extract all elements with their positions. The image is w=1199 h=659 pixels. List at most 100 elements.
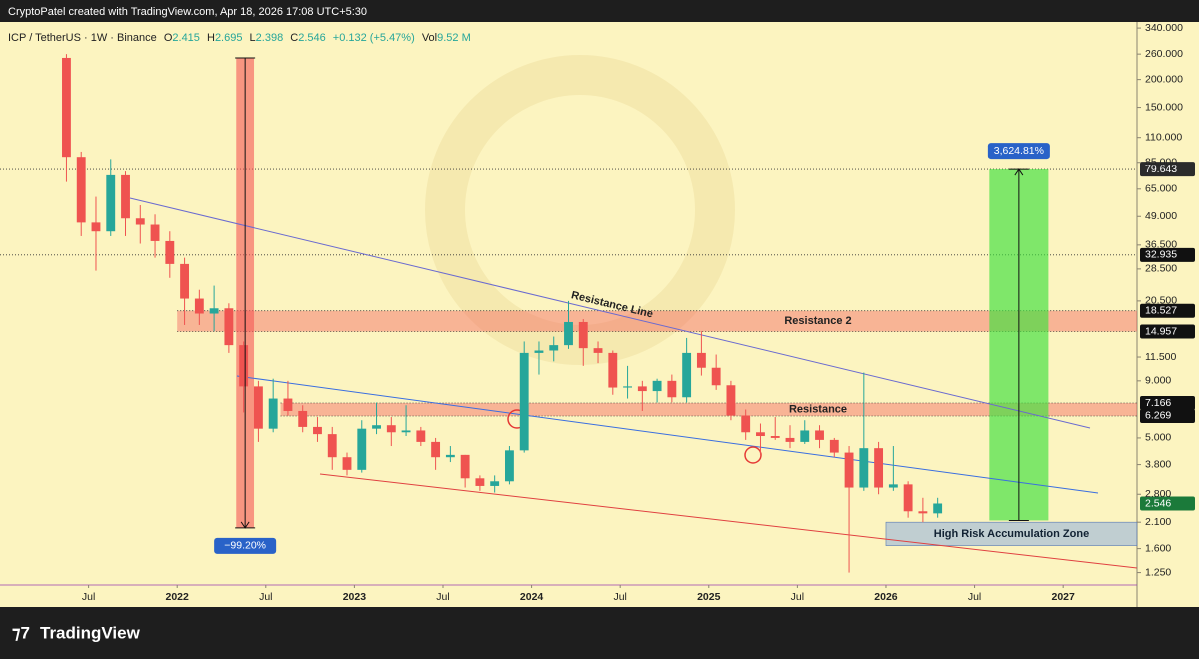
candle-body — [859, 448, 869, 488]
candle-body — [874, 448, 884, 488]
price-tag — [1140, 408, 1195, 423]
zone-label: High Risk Accumulation Zone — [934, 528, 1089, 540]
y-tick-label: 28.500 — [1145, 263, 1177, 275]
y-tick-label: 9.000 — [1145, 375, 1171, 387]
logo: TradingView — [40, 623, 141, 642]
measure-label-box — [214, 537, 277, 554]
zone — [280, 402, 1137, 416]
y-tick-label: 340.000 — [1145, 22, 1183, 34]
x-tick-label: Jul — [259, 591, 272, 603]
candle-body — [623, 386, 632, 388]
candle-body — [106, 174, 116, 232]
y-tick-label: 260.000 — [1145, 48, 1183, 60]
y-tick-label: 200.000 — [1145, 73, 1183, 85]
price-tag-label: 6.269 — [1145, 410, 1171, 422]
candle-body — [696, 352, 706, 368]
x-tick-label: 2023 — [343, 591, 367, 603]
candle-body — [150, 224, 160, 241]
high: 2.695 — [215, 32, 243, 44]
candle-body — [283, 398, 293, 411]
volume-label: Vol — [422, 32, 437, 44]
candle-body — [268, 398, 278, 429]
candle-body — [121, 174, 130, 219]
open-label: O — [164, 32, 173, 44]
candle-body — [460, 454, 470, 479]
price-tag-label: 32.935 — [1145, 249, 1177, 261]
y-tick-label: 1.600 — [1145, 542, 1171, 554]
candle-body — [165, 240, 175, 264]
y-tick-label: 85.000 — [1145, 157, 1177, 169]
support-trendline — [319, 473, 1138, 569]
marker-circle — [744, 446, 762, 464]
candle-body — [815, 430, 824, 440]
candle-body — [711, 367, 721, 386]
price-tag — [1140, 496, 1195, 511]
low-label: L — [250, 32, 256, 44]
candle-body — [180, 263, 190, 299]
candle-body — [342, 457, 352, 470]
open: 2.415 — [172, 32, 200, 44]
y-tick-label: 150.000 — [1145, 101, 1183, 113]
y-tick-label: 2.100 — [1145, 516, 1171, 528]
x-tick-label: 2024 — [520, 591, 544, 603]
candle-body — [445, 454, 455, 458]
logo-mark: ⁊7 — [12, 623, 30, 642]
candle-body — [785, 437, 795, 442]
candle-body — [667, 380, 677, 398]
y-tick-label: 65.000 — [1145, 183, 1177, 195]
price-tag-label: 2.546 — [1145, 497, 1171, 509]
candle-body — [534, 350, 544, 353]
candle-body — [239, 345, 249, 387]
candle-body — [357, 428, 367, 470]
candle-body — [313, 426, 322, 435]
x-tick-label: Jul — [82, 591, 95, 603]
candle-body — [770, 436, 780, 438]
candle-body — [918, 511, 928, 514]
price-tag — [1140, 247, 1195, 262]
candle-body — [637, 386, 647, 392]
candle-body — [741, 415, 751, 433]
candle-body — [593, 348, 603, 353]
x-tick-label: Jul — [613, 591, 626, 603]
y-tick-label: 20.500 — [1145, 295, 1177, 307]
candle-body — [505, 450, 514, 482]
candle-body — [933, 503, 943, 514]
candle-body — [76, 157, 86, 223]
price-tag-label: 18.527 — [1145, 304, 1177, 316]
x-tick-label: Jul — [791, 591, 804, 603]
x-tick-label: 2025 — [697, 591, 721, 603]
x-tick-label: Jul — [968, 591, 981, 603]
zone — [177, 310, 1137, 332]
y-tick-label: 11.500 — [1145, 351, 1176, 363]
price-tag — [1140, 324, 1195, 339]
legend: ICP / TetherUS · 1W · Binance O2.415 H2.… — [8, 32, 471, 44]
price-tag-label: 7.166 — [1145, 397, 1171, 409]
candle-body — [756, 432, 765, 437]
candle-body — [652, 380, 662, 392]
candle-body — [888, 484, 898, 488]
high-label: H — [207, 32, 215, 44]
candle-body — [726, 385, 736, 416]
x-tick-label: 2027 — [1051, 591, 1075, 603]
change: +0.132 (+5.47%) — [333, 32, 415, 44]
candle-body — [327, 434, 337, 458]
measure-label: 3,624.81% — [994, 145, 1044, 157]
y-tick-label: 49.000 — [1145, 210, 1177, 222]
price-tag — [1140, 303, 1195, 318]
candle-body — [578, 321, 588, 349]
x-tick-label: Jul — [436, 591, 449, 603]
y-tick-label: 1.250 — [1145, 566, 1171, 578]
candle-body — [903, 484, 913, 512]
candle-body — [549, 345, 559, 351]
candle-body — [519, 352, 529, 451]
candle-body — [62, 57, 71, 158]
x-tick-label: 2026 — [874, 591, 898, 603]
candle-body — [682, 352, 692, 398]
price-tag — [1140, 395, 1195, 410]
candle-body — [844, 452, 854, 488]
mid-trendline — [236, 375, 1099, 494]
y-tick-label: 3.800 — [1145, 458, 1171, 470]
footer-bar — [0, 607, 1199, 659]
candle-body — [431, 441, 441, 458]
